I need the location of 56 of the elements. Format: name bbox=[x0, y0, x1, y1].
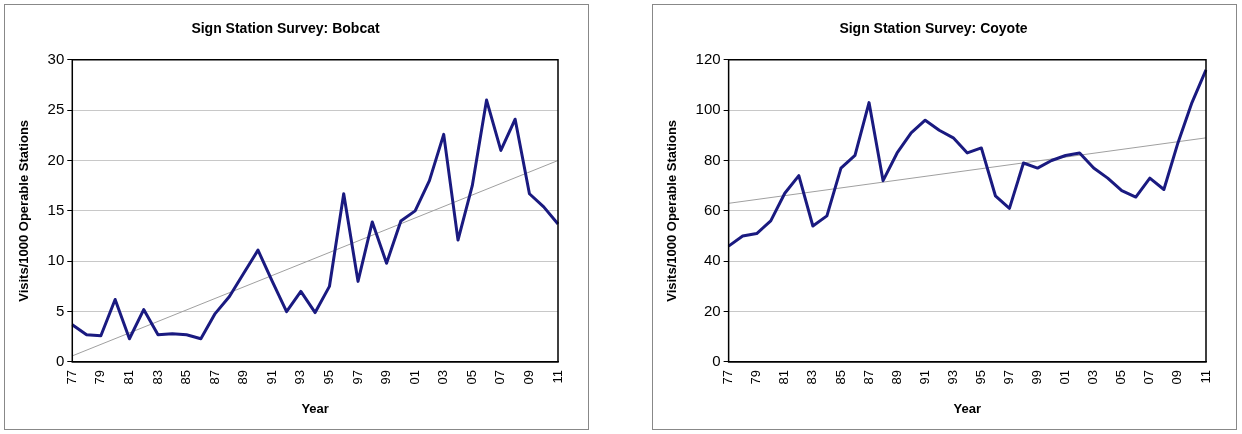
x-tick-label: 81 bbox=[776, 369, 792, 385]
x-tick-label: 95 bbox=[321, 369, 337, 385]
x-tick-label: 95 bbox=[972, 369, 988, 385]
x-tick-label: 87 bbox=[206, 369, 222, 385]
x-tick-label: 97 bbox=[1001, 369, 1017, 385]
x-tick-label: 01 bbox=[406, 369, 422, 385]
y-tick-label: 0 bbox=[55, 352, 65, 370]
x-tick-label: 79 bbox=[748, 369, 764, 385]
x-axis-title: Year bbox=[953, 400, 982, 416]
y-tick-label: 0 bbox=[712, 352, 721, 370]
x-tick-label: 11 bbox=[549, 369, 565, 384]
y-tick-label: 40 bbox=[703, 251, 721, 269]
x-tick-label: 89 bbox=[235, 369, 251, 385]
y-tick-label: 15 bbox=[47, 201, 65, 219]
y-tick-label: 10 bbox=[47, 251, 65, 269]
x-tick-label: 87 bbox=[860, 369, 876, 385]
x-tick-label: 77 bbox=[720, 369, 736, 385]
y-tick-label: 120 bbox=[695, 49, 721, 67]
x-tick-label: 83 bbox=[804, 369, 820, 385]
x-tick-label: 85 bbox=[832, 369, 848, 385]
y-tick-label: 100 bbox=[695, 100, 721, 118]
x-tick-label: 93 bbox=[944, 369, 960, 385]
x-tick-label: 83 bbox=[149, 369, 165, 385]
y-tick-label: 5 bbox=[55, 301, 65, 319]
x-tick-label: 99 bbox=[378, 369, 394, 385]
x-axis-title: Year bbox=[301, 400, 329, 416]
x-tick-label: 05 bbox=[463, 369, 479, 385]
x-tick-label: 01 bbox=[1057, 369, 1073, 385]
x-tick-label: 05 bbox=[1113, 369, 1129, 385]
x-tick-label: 07 bbox=[1141, 369, 1157, 385]
y-tick-label: 60 bbox=[703, 201, 721, 219]
y-tick-label: 80 bbox=[703, 150, 721, 168]
x-tick-label: 79 bbox=[92, 369, 108, 385]
x-tick-label: 85 bbox=[178, 369, 194, 385]
chart-title: Sign Station Survey: Bobcat bbox=[191, 20, 380, 37]
x-tick-label: 91 bbox=[916, 369, 932, 385]
y-axis-title: Visits/1000 Operable Stations bbox=[664, 119, 680, 302]
x-tick-label: 89 bbox=[888, 369, 904, 385]
x-tick-label: 81 bbox=[121, 369, 137, 385]
x-tick-label: 91 bbox=[263, 369, 279, 385]
x-tick-label: 11 bbox=[1197, 369, 1213, 384]
y-axis-title: Visits/1000 Operable Stations bbox=[16, 119, 32, 302]
chart-title: Sign Station Survey: Coyote bbox=[839, 20, 1028, 37]
x-tick-label: 09 bbox=[1169, 369, 1185, 385]
x-tick-label: 03 bbox=[1085, 369, 1101, 385]
y-tick-label: 30 bbox=[47, 49, 65, 67]
x-tick-label: 99 bbox=[1029, 369, 1045, 385]
y-tick-label: 20 bbox=[47, 150, 65, 168]
y-tick-label: 20 bbox=[703, 301, 721, 319]
x-tick-label: 93 bbox=[292, 369, 308, 385]
x-tick-label: 03 bbox=[435, 369, 451, 385]
y-tick-label: 25 bbox=[47, 100, 65, 118]
x-tick-label: 09 bbox=[521, 369, 537, 385]
x-tick-label: 77 bbox=[63, 369, 79, 385]
x-tick-label: 97 bbox=[349, 369, 365, 385]
x-tick-label: 07 bbox=[492, 369, 508, 385]
